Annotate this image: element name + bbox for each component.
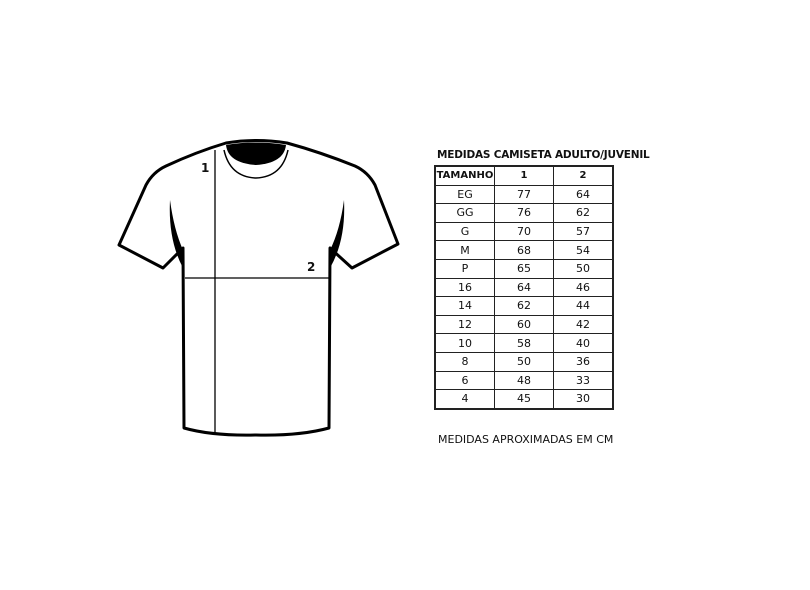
measure-1-cell: 64	[494, 277, 554, 298]
measure-2-cell: 54	[553, 240, 614, 260]
size-cell: P	[434, 258, 495, 279]
size-table: TAMANHO 1 2 EG 77 64 GG 76 62 G 70 57 M 68 54 P 65 50 1…	[434, 165, 614, 410]
table-row: 12 60 42	[434, 314, 614, 335]
measure-2-cell: 62	[553, 203, 614, 223]
size-cell: GG	[434, 203, 495, 223]
measure-1-cell: 60	[494, 314, 554, 335]
size-cell: 16	[434, 277, 495, 298]
measure-2-cell: 40	[553, 333, 614, 353]
measure-1-cell: 48	[494, 370, 554, 391]
measure-2-cell: 50	[553, 258, 614, 279]
size-cell: 10	[434, 333, 495, 353]
table-title: MEDIDAS CAMISETA ADULTO/JUVENIL	[437, 149, 650, 161]
collar	[226, 142, 286, 165]
right-armpit-shade	[330, 200, 345, 268]
left-armpit-shade	[169, 200, 183, 268]
measure-label-2: 2	[307, 260, 316, 274]
size-cell: G	[434, 221, 495, 242]
measure-2-cell: 33	[553, 370, 614, 391]
size-cell: M	[434, 240, 495, 260]
measure-1-cell: 70	[494, 221, 554, 242]
table-header-row: TAMANHO 1 2	[434, 165, 614, 186]
measure-2-cell: 64	[553, 184, 614, 205]
measure-2-cell: 57	[553, 221, 614, 242]
measure-1-cell: 58	[494, 333, 554, 353]
measure-2-cell: 44	[553, 296, 614, 316]
table-row: G 70 57	[434, 221, 614, 242]
measure-1-cell: 65	[494, 258, 554, 279]
header-2: 2	[553, 165, 614, 186]
table-row: 8 50 36	[434, 351, 614, 372]
measurement-note: MEDIDAS APROXIMADAS EM CM	[438, 433, 614, 446]
header-1: 1	[494, 165, 554, 186]
measure-2-cell: 42	[553, 314, 614, 335]
measure-label-1: 1	[201, 161, 210, 175]
collar-rim	[223, 149, 289, 179]
table-row: EG 77 64	[434, 184, 614, 205]
measure-2-cell: 46	[553, 277, 614, 298]
size-cell: 14	[434, 296, 495, 316]
table-row: P 65 50	[434, 258, 614, 279]
measure-1-cell: 50	[494, 351, 554, 372]
header-size: TAMANHO	[434, 165, 495, 186]
table-row: GG 76 62	[434, 203, 614, 223]
measure-2-cell: 30	[553, 389, 614, 410]
table-row: 16 64 46	[434, 277, 614, 298]
table-row: 14 62 44	[434, 296, 614, 316]
size-cell: EG	[434, 184, 495, 205]
size-cell: 4	[434, 389, 495, 410]
size-cell: 8	[434, 351, 495, 372]
measure-1-cell: 62	[494, 296, 554, 316]
measure-1-cell: 76	[494, 203, 554, 223]
table-row: 10 58 40	[434, 333, 614, 353]
measure-1-cell: 45	[494, 389, 554, 410]
tshirt-diagram	[117, 139, 400, 437]
tshirt-outline	[117, 139, 400, 437]
size-cell: 6	[434, 370, 495, 391]
measure-1-cell: 77	[494, 184, 554, 205]
table-row: 6 48 33	[434, 370, 614, 391]
size-cell: 12	[434, 314, 495, 335]
table-row: 4 45 30	[434, 389, 614, 410]
measure-2-cell: 36	[553, 351, 614, 372]
measure-1-cell: 68	[494, 240, 554, 260]
table-row: M 68 54	[434, 240, 614, 260]
